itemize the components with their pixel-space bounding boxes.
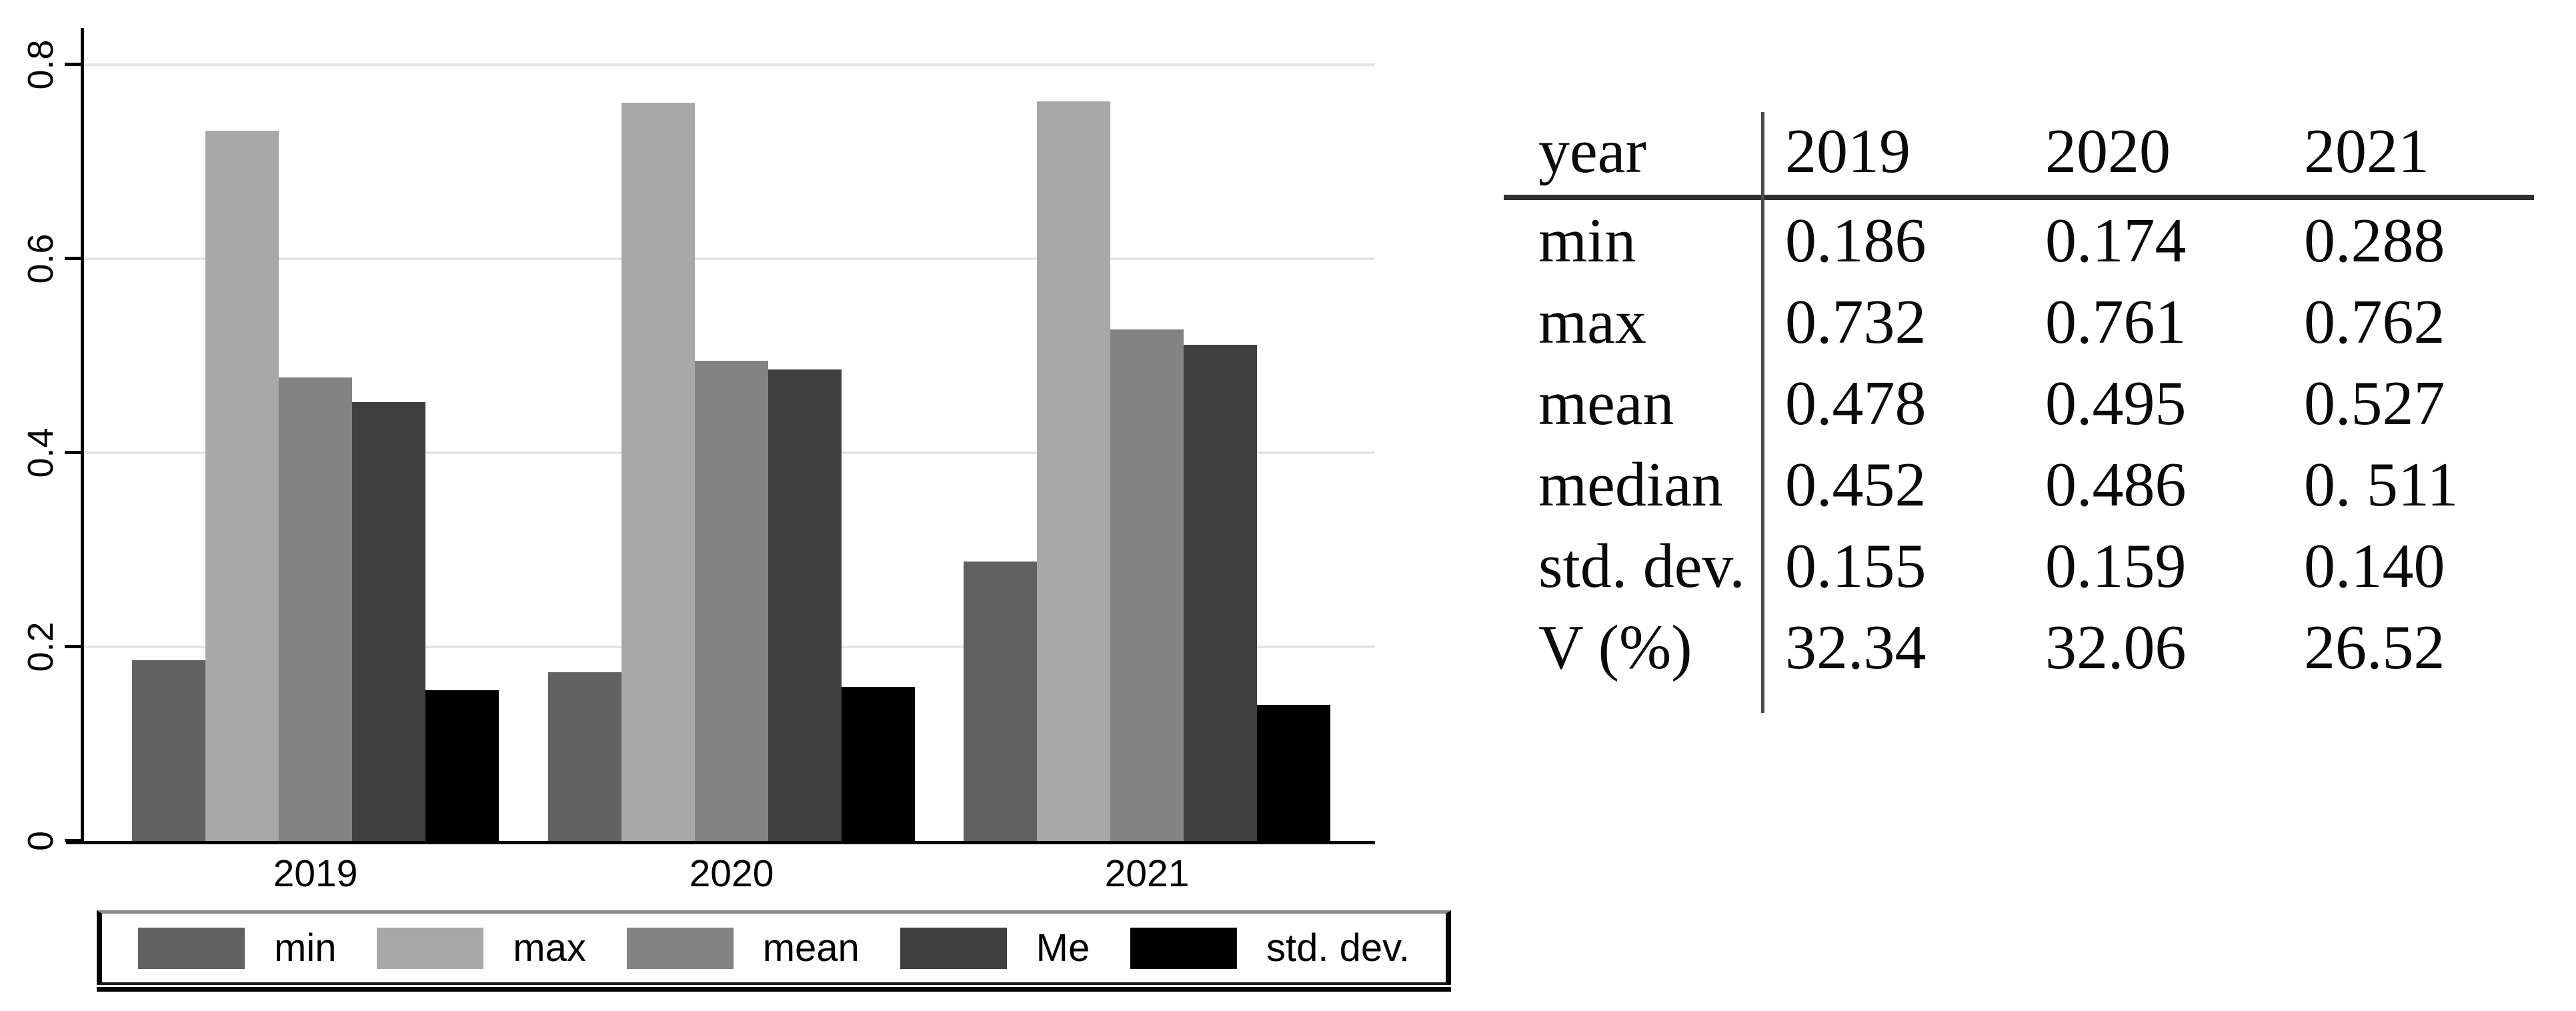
bar-std. dev.-2020 — [842, 687, 915, 841]
bar-min-2019 — [132, 660, 205, 841]
row-label: V (%) — [1538, 613, 1692, 682]
table-row-min: min 0.186 0.174 0.288 — [1504, 200, 2537, 281]
cell-value: 0.762 — [2304, 287, 2445, 357]
table-header-underline — [1504, 195, 2534, 200]
y-tick-0.8 — [65, 63, 81, 66]
row-label: median — [1538, 450, 1723, 520]
table-row-max: max 0.732 0.761 0.762 — [1504, 281, 2537, 363]
bar-std. dev.-2021 — [1257, 705, 1330, 841]
cell-value: 32.34 — [1785, 613, 1926, 682]
gridline-0.8 — [84, 63, 1375, 66]
bar-mean-2020 — [695, 361, 768, 841]
y-tick-0.4 — [65, 451, 81, 454]
legend-label: std. dev. — [1266, 926, 1410, 970]
column-header: 2019 — [1785, 117, 1910, 186]
table-header-row: year 2019 2020 2021 — [1504, 112, 2537, 195]
y-tick-0 — [65, 839, 81, 842]
column-header: 2020 — [2045, 117, 2171, 186]
cell-value: 0.732 — [1785, 287, 1926, 357]
cell-value: 0.486 — [2045, 450, 2187, 520]
bar-max-2021 — [1037, 101, 1110, 841]
row-label: min — [1538, 206, 1636, 275]
bar-min-2020 — [548, 672, 621, 841]
y-tick-0.2 — [65, 645, 81, 648]
cell-value: 0. 511 — [2304, 450, 2459, 520]
bar-max-2020 — [621, 103, 695, 841]
legend-swatch-Me — [900, 927, 1007, 969]
legend-swatch-std. dev. — [1130, 927, 1238, 969]
cell-value: 0.140 — [2304, 532, 2445, 601]
bar-Me-2019 — [352, 402, 425, 841]
row-label: year — [1538, 117, 1646, 186]
row-label: max — [1538, 287, 1646, 357]
legend-label: min — [274, 926, 337, 970]
bar-group-2021 — [964, 28, 1330, 841]
stats-table: year 2019 2020 2021 min 0.186 0.174 0.288 max 0.7… — [1504, 112, 2537, 713]
table-row-std. dev.: std. dev. 0.155 0.159 0.140 — [1504, 526, 2537, 607]
bar-group-2020 — [548, 28, 915, 841]
cell-value: 0.478 — [1785, 369, 1926, 438]
bar-group-2019 — [132, 28, 499, 841]
legend-item-min: min — [138, 926, 336, 970]
bar-min-2021 — [964, 562, 1037, 841]
y-tick-label: 0.6 — [21, 233, 61, 284]
cell-value: 0.761 — [2045, 287, 2187, 357]
x-axis-label-2021: 2021 — [1104, 852, 1190, 895]
legend-item-max: max — [377, 926, 586, 970]
x-axis-line — [66, 841, 1375, 844]
y-tick-label: 0.4 — [21, 427, 61, 478]
legend-item-mean: mean — [626, 926, 860, 970]
row-label: std. dev. — [1538, 532, 1745, 601]
bar-mean-2019 — [279, 377, 352, 841]
table-vertical-rule — [1761, 112, 1764, 713]
y-tick-label: 0 — [21, 830, 61, 852]
table-row-mean: mean 0.478 0.495 0.527 — [1504, 363, 2537, 444]
cell-value: 0.159 — [2045, 532, 2187, 601]
cell-value: 0.495 — [2045, 369, 2187, 438]
cell-value: 0.452 — [1785, 450, 1926, 520]
table-row-median: median 0.452 0.486 0. 511 — [1504, 444, 2537, 526]
legend-label: Me — [1036, 926, 1090, 970]
legend-swatch-mean — [626, 927, 734, 969]
cell-value: 0.155 — [1785, 532, 1926, 601]
legend: min max mean Me std. dev. — [97, 910, 1451, 992]
y-tick-label: 0.8 — [21, 39, 61, 90]
x-axis-label-2019: 2019 — [273, 852, 358, 895]
legend-item-std. dev.: std. dev. — [1130, 926, 1410, 970]
gridline-0.6 — [84, 257, 1375, 260]
cell-value: 0.186 — [1785, 206, 1926, 275]
y-tick-label: 0.2 — [21, 622, 61, 672]
cell-value: 0.174 — [2045, 206, 2187, 275]
bar-mean-2021 — [1110, 329, 1184, 841]
cell-value: 26.52 — [2304, 613, 2445, 682]
table-row-V (%): V (%) 32.34 32.06 26.52 — [1504, 607, 2537, 688]
y-axis-line — [81, 28, 84, 844]
y-tick-0.6 — [65, 257, 81, 260]
cell-value: 32.06 — [2045, 613, 2187, 682]
legend-label: max — [513, 926, 586, 970]
bar-max-2019 — [205, 131, 279, 841]
row-label: mean — [1538, 369, 1674, 438]
x-axis-label-2020: 2020 — [689, 852, 774, 895]
bar-Me-2021 — [1184, 345, 1257, 841]
legend-label: mean — [762, 926, 860, 970]
bar-Me-2020 — [768, 369, 842, 841]
cell-value: 0.288 — [2304, 206, 2445, 275]
bar-std. dev.-2019 — [425, 690, 499, 841]
legend-swatch-max — [377, 927, 484, 969]
legend-swatch-min — [138, 927, 245, 969]
cell-value: 0.527 — [2304, 369, 2445, 438]
column-header: 2021 — [2304, 117, 2429, 186]
bar-chart-plot-area: 0 0.2 0.4 0.6 0.8 — [21, 28, 1375, 851]
legend-item-Me: Me — [900, 926, 1090, 970]
